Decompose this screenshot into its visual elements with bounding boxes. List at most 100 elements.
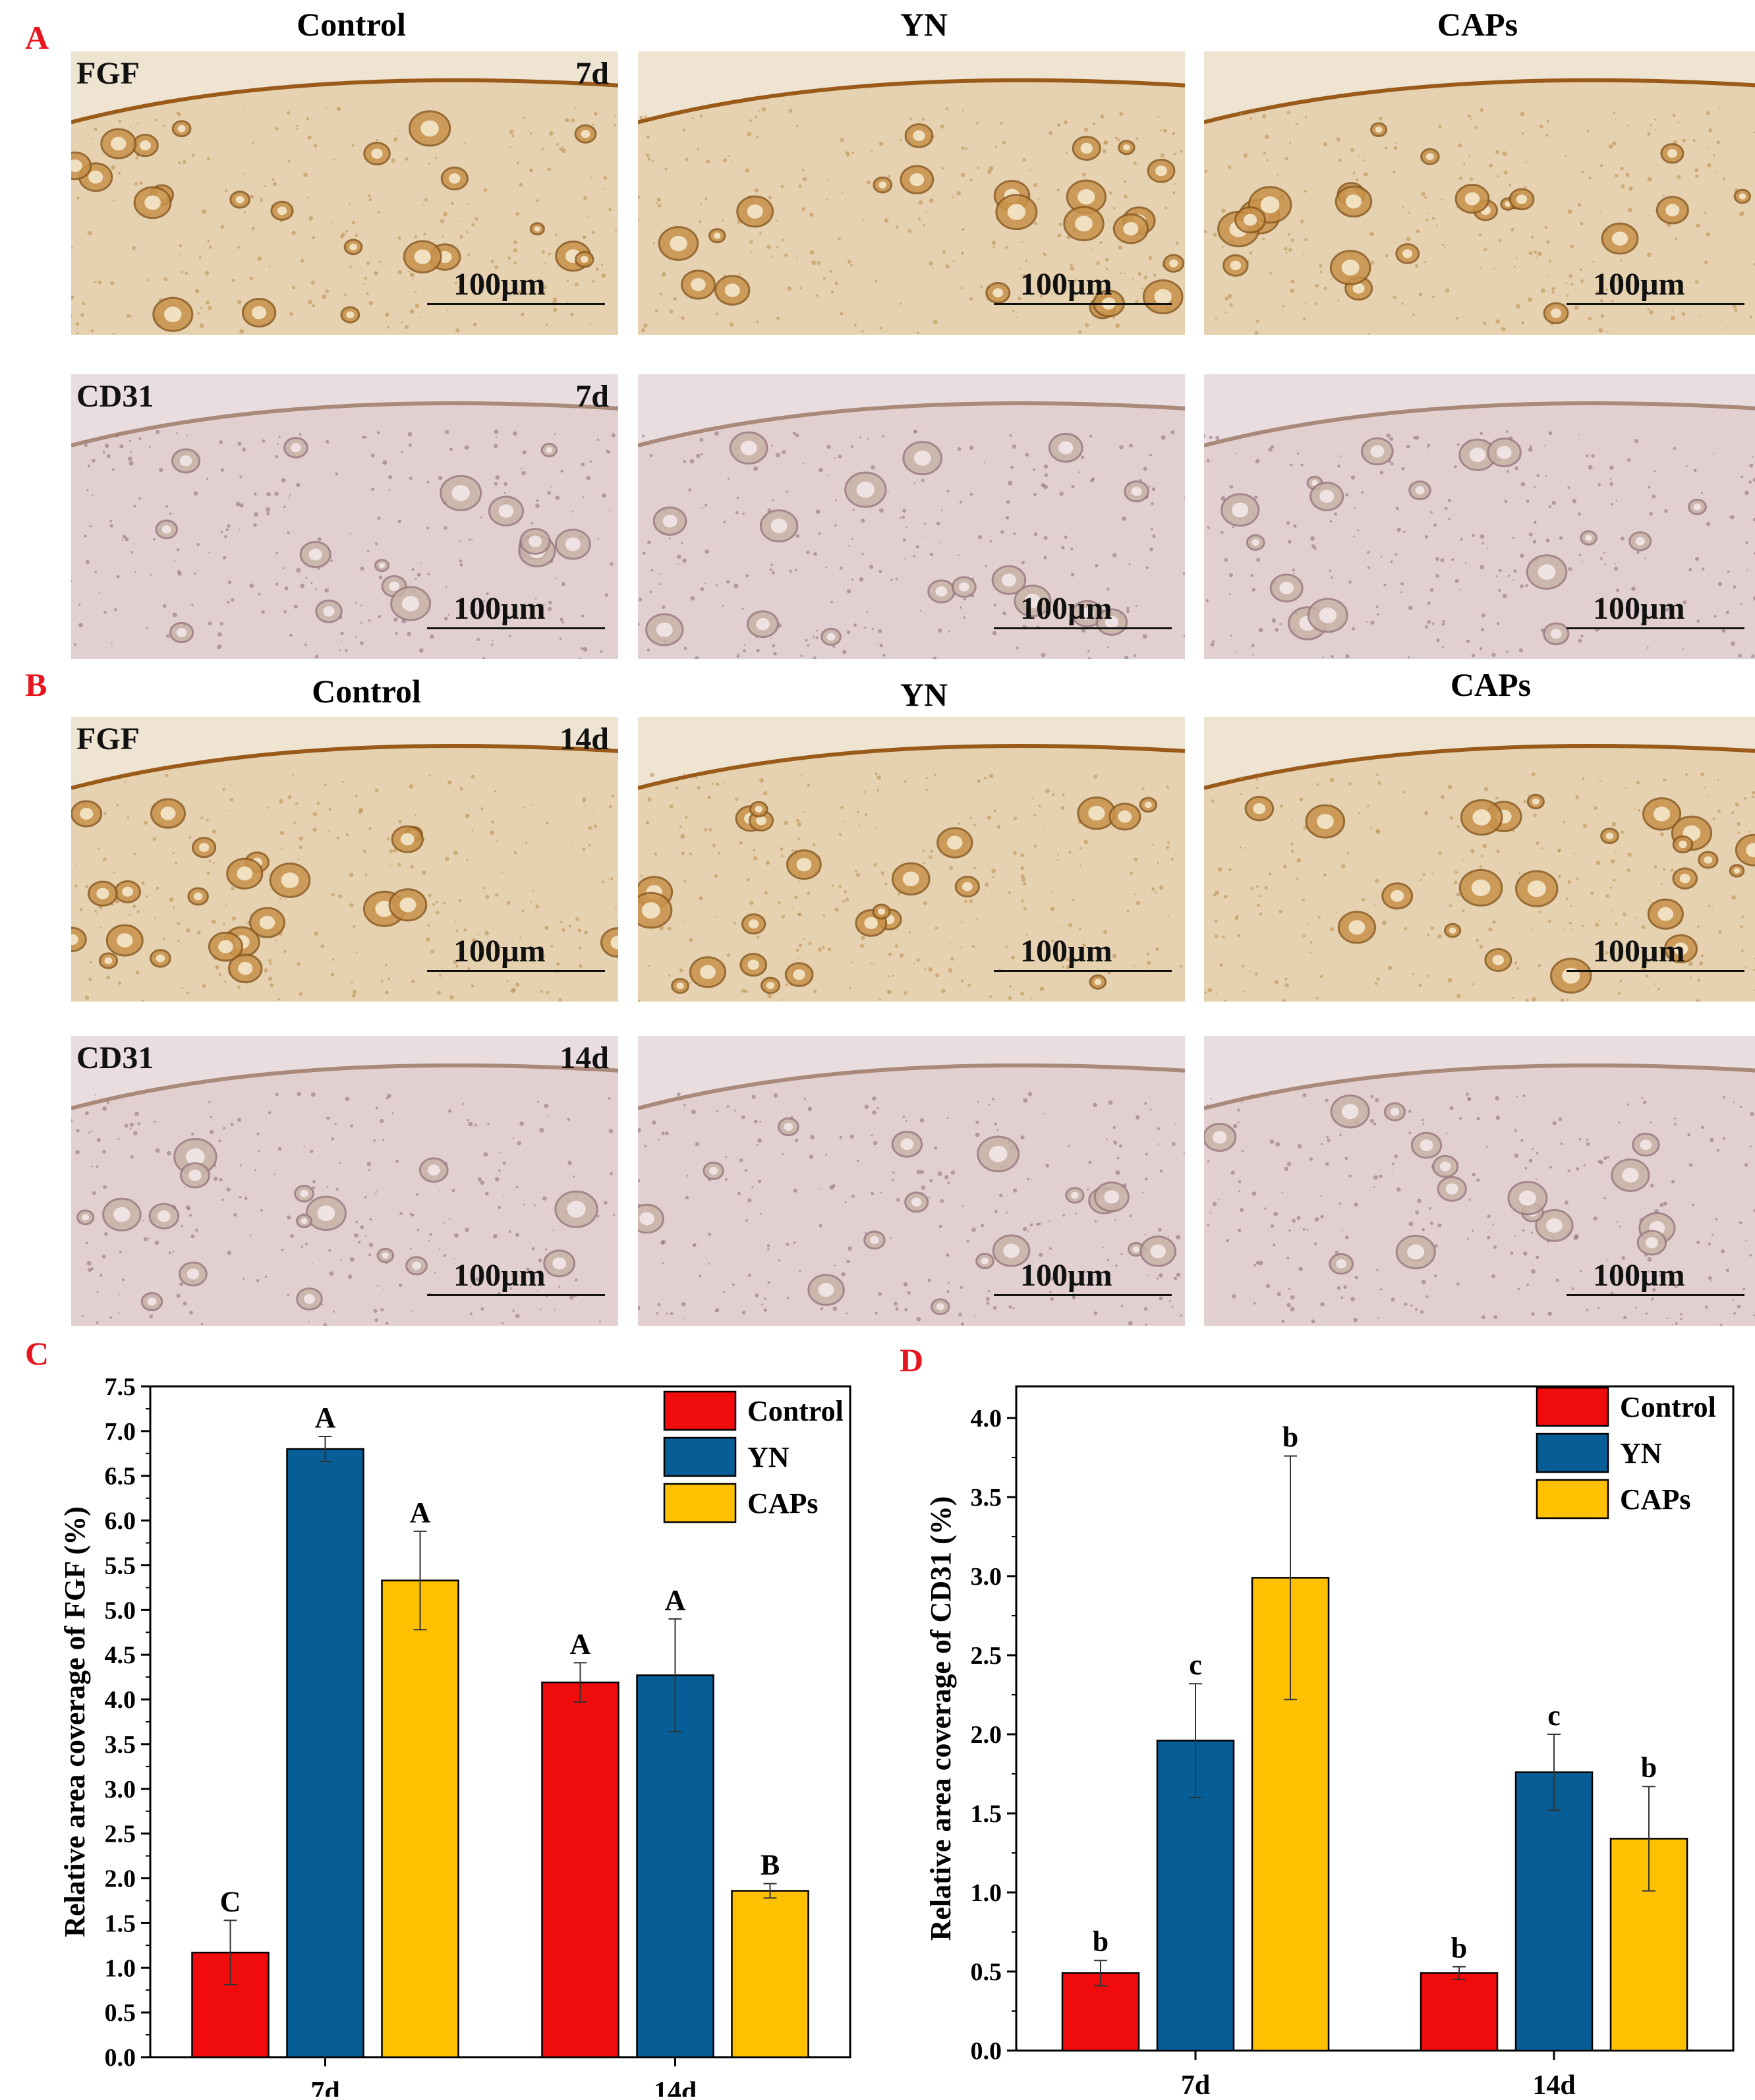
legend-swatch-yn [664,1438,735,1476]
significance-letter: b [1093,1925,1108,1958]
scale-bar-label: 100µm [1593,1257,1685,1293]
scale-bar-line [1567,1294,1744,1296]
y-tick-label: 4.0 [971,1405,1002,1433]
scale-bar-label: 100µm [1593,933,1685,969]
column-title-control-a: Control [154,5,549,43]
legend-swatch-caps [664,1484,735,1522]
y-tick-label: 7.5 [105,1373,136,1401]
scale-bar-line [427,627,605,629]
y-tick-label: 2.5 [971,1642,1002,1670]
bar-yn-14d [637,1675,714,2057]
y-tick-label: 1.5 [105,1910,136,1937]
scale-bar-line [427,1294,605,1296]
significance-letter: c [1189,1649,1202,1681]
y-tick-label: 2.0 [105,1865,136,1893]
x-tick-label: 14d [654,2077,697,2097]
x-tick-label: 14d [1532,2070,1575,2097]
panel-label-b: B [25,666,47,704]
column-title-control-b: Control [169,672,564,710]
column-title-caps-a: CAPs [1280,5,1675,43]
micrograph-fgf-b-yn: 100µm [638,717,1185,1002]
scale-bar-line [1567,303,1744,305]
micrograph-fgf-a-caps: 100µm [1204,51,1755,335]
y-tick-label: 6.5 [105,1463,136,1490]
y-axis-label: Relative area coverage of CD31 (%) [925,1496,957,1941]
significance-letter: c [1547,1699,1561,1732]
scale-bar-label: 100µm [1020,1257,1112,1293]
scale-bar-label: 100µm [453,1257,546,1293]
y-tick-label: 3.5 [105,1731,136,1759]
scale-bar-label: 100µm [453,933,546,969]
chart-c-svg: 0.00.51.01.52.02.53.03.54.04.55.05.56.06… [0,1351,877,2097]
micrograph-cd31-b-yn: 100µm [638,1036,1185,1326]
y-tick-label: 0.0 [105,2044,136,2072]
bar-caps-7d [382,1581,459,2057]
x-tick-label: 7d [310,2077,339,2097]
y-axis-label: Relative area coverage of FGF (%) [59,1506,91,1937]
scale-bar-line [1567,627,1744,629]
scale-bar-label: 100µm [1020,266,1112,302]
scale-bar-label: 100µm [1593,590,1685,627]
y-tick-label: 0.5 [105,1999,136,2027]
y-tick-label: 6.0 [105,1508,136,1535]
legend-label: YN [747,1441,790,1473]
bar-control-14d [1421,1973,1497,2051]
micrograph-fgf-b-control: FGF 14d 100µm [71,717,618,1002]
day-label: 7d [575,55,609,92]
stain-label: CD31 [76,378,154,414]
legend-swatch-control [1537,1388,1608,1426]
y-tick-label: 2.0 [971,1721,1002,1749]
legend-swatch-caps [1537,1480,1608,1518]
y-tick-label: 1.0 [971,1879,1002,1907]
y-tick-label: 7.0 [105,1418,136,1446]
scale-bar-line [994,970,1172,972]
bar-yn-7d [287,1449,364,2057]
y-tick-label: 3.0 [105,1776,136,1803]
y-tick-label: 3.0 [971,1563,1002,1591]
legend-swatch-yn [1537,1434,1608,1472]
significance-letter: C [220,1885,241,1917]
micrograph-fgf-a-yn: 100µm [638,51,1185,335]
legend-label: YN [1620,1437,1662,1469]
legend-label: Control [747,1395,844,1427]
scale-bar-line [427,303,605,305]
day-label: 14d [560,721,609,757]
scale-bar-label: 100µm [453,266,546,302]
significance-letter: b [1282,1421,1298,1454]
chart-d-cd31: 0.0 0.5 1.0 1.5 2.0 2.5 3.0 3.5 4.0 Relative area… [877,1351,1755,2097]
y-tick-label: 5.0 [105,1597,136,1624]
scale-bar-label: 100µm [1593,266,1685,302]
legend-label: CAPs [747,1487,819,1519]
significance-letter: A [665,1584,686,1616]
y-tick-label: 5.5 [105,1552,136,1579]
scale-bar-line [427,970,605,972]
stain-label: FGF [76,721,140,757]
y-tick-label: 4.0 [105,1686,136,1714]
column-title-caps-b: CAPs [1293,666,1688,704]
scale-bar-label: 100µm [1020,933,1112,969]
legend-label: Control [1620,1391,1716,1423]
y-tick-label: 0.0 [971,2037,1002,2065]
significance-letter: A [570,1628,591,1660]
scale-bar-label: 100µm [453,590,546,627]
day-label: 7d [575,378,609,414]
significance-letter: A [410,1496,431,1529]
micrograph-fgf-b-caps: 100µm [1204,717,1755,1002]
significance-letter: A [315,1402,336,1434]
micrograph-cd31-b-caps: 100µm [1204,1036,1755,1326]
panel-label-a: A [25,18,49,57]
significance-letter: B [761,1849,780,1881]
bar-control-14d [542,1682,619,2057]
bar-yn-14d [1516,1773,1592,2051]
column-title-yn-b: YN [726,675,1122,714]
scale-bar-line [1567,970,1744,972]
y-tick-label: 1.5 [971,1800,1002,1828]
micrograph-cd31-a-caps: 100µm [1204,374,1755,659]
y-tick-label: 3.5 [971,1484,1002,1512]
significance-letter: b [1641,1751,1657,1784]
significance-letter: b [1451,1932,1467,1964]
y-tick-label: 0.5 [971,1958,1002,1986]
y-tick-label: 4.5 [105,1641,136,1669]
